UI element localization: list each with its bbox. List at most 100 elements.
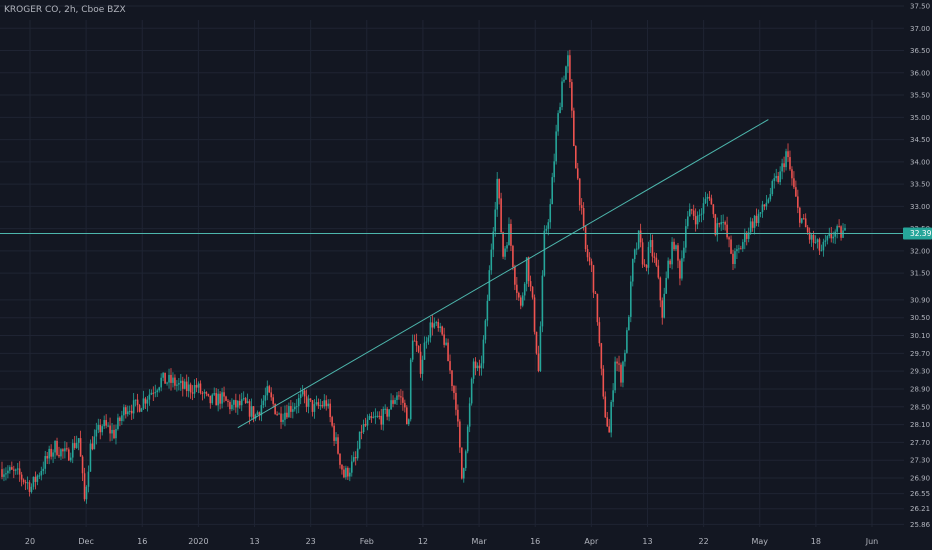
candle-body <box>686 216 689 227</box>
candle-body <box>608 426 610 433</box>
candle-body <box>350 461 353 473</box>
candle-body <box>121 415 123 421</box>
y-tick-label: 33.50 <box>910 181 930 189</box>
candle-body <box>582 207 585 227</box>
x-tick-label: 2020 <box>188 537 208 546</box>
candle-body <box>789 157 791 170</box>
candle-body <box>325 400 328 407</box>
candle-body <box>671 241 673 265</box>
candle-body <box>541 275 544 327</box>
candle-body <box>494 209 497 232</box>
candle-body <box>555 131 557 162</box>
candle-body <box>439 326 442 328</box>
candle-body <box>272 397 274 404</box>
candle-body <box>468 403 471 427</box>
candle-body <box>777 175 779 183</box>
candle-body <box>751 221 754 228</box>
candle-body <box>117 417 119 430</box>
candle-body <box>816 239 819 243</box>
y-tick-label: 30.10 <box>910 332 930 340</box>
candle-body <box>696 215 699 225</box>
candle-body <box>77 438 80 443</box>
candle-body <box>358 431 361 449</box>
candle-body <box>7 470 9 474</box>
candle-body <box>832 236 835 239</box>
candle-body <box>64 448 66 452</box>
y-tick-label: 26.21 <box>910 505 930 513</box>
y-tick-label: 32.00 <box>910 247 930 255</box>
y-tick-label: 28.10 <box>910 421 930 429</box>
x-tick-label: 22 <box>699 537 709 546</box>
candle-body <box>211 394 214 404</box>
candle-body <box>822 241 825 251</box>
candle-body <box>563 79 565 82</box>
candle-body <box>567 55 569 67</box>
candle-body <box>464 451 467 469</box>
candle-body <box>653 256 656 258</box>
candle-body <box>58 454 60 457</box>
candle-body <box>260 405 263 416</box>
candle-body <box>356 448 359 459</box>
candle-body <box>482 339 485 364</box>
candle-body <box>763 204 766 207</box>
x-tick-label: 16 <box>530 537 540 546</box>
candle-body <box>134 399 137 401</box>
candle-body <box>616 361 618 364</box>
candle-body <box>525 257 528 284</box>
candle-body <box>156 390 159 393</box>
drawings <box>0 119 904 429</box>
x-tick-label: Dec <box>78 537 93 546</box>
candle-body <box>449 361 451 371</box>
candle-body <box>187 384 190 392</box>
candle-body <box>580 205 583 208</box>
candle-body <box>535 331 538 354</box>
candle-body <box>647 247 650 268</box>
candle-body <box>411 340 414 360</box>
last-price-label: 32.39 <box>903 227 932 240</box>
candle-body <box>54 440 56 453</box>
candle-body <box>441 326 443 335</box>
candle-body <box>248 401 251 417</box>
candle-body <box>767 199 770 203</box>
candle-body <box>708 196 711 199</box>
candle-body <box>229 402 231 410</box>
candle-body <box>523 283 526 296</box>
candle-body <box>795 187 797 197</box>
candle-body <box>89 443 92 472</box>
candle-body <box>313 404 316 412</box>
candle-body <box>743 232 746 243</box>
candle-body <box>138 405 141 412</box>
candle-body <box>28 482 31 492</box>
candle-body <box>115 429 117 439</box>
x-tick-label: 13 <box>642 537 652 546</box>
candle-body <box>396 395 398 400</box>
candle-body <box>97 424 100 430</box>
candle-body <box>71 443 74 458</box>
candle-body <box>504 248 506 257</box>
candle-body <box>307 398 310 407</box>
candle-body <box>266 386 269 396</box>
x-tick-label: 13 <box>249 537 259 546</box>
candle-body <box>315 402 318 405</box>
candle-body <box>761 204 764 213</box>
candle-body <box>46 456 48 459</box>
candle-body <box>174 377 176 386</box>
candle-body <box>56 440 58 455</box>
candle-body <box>732 253 734 265</box>
candle-body <box>573 110 575 147</box>
candle-body <box>641 242 644 265</box>
candle-body <box>284 412 286 420</box>
x-tick-label: 18 <box>811 537 821 546</box>
candle-body <box>694 216 697 225</box>
candle-body <box>618 363 620 365</box>
candle-body <box>1 469 3 477</box>
candle-body <box>531 286 534 298</box>
candle-body <box>407 419 410 425</box>
candle-body <box>508 223 510 246</box>
candle-body <box>69 457 72 461</box>
candle-body <box>435 322 438 324</box>
candle-body <box>343 469 345 478</box>
candle-body <box>775 175 778 179</box>
candle-body <box>66 448 68 450</box>
